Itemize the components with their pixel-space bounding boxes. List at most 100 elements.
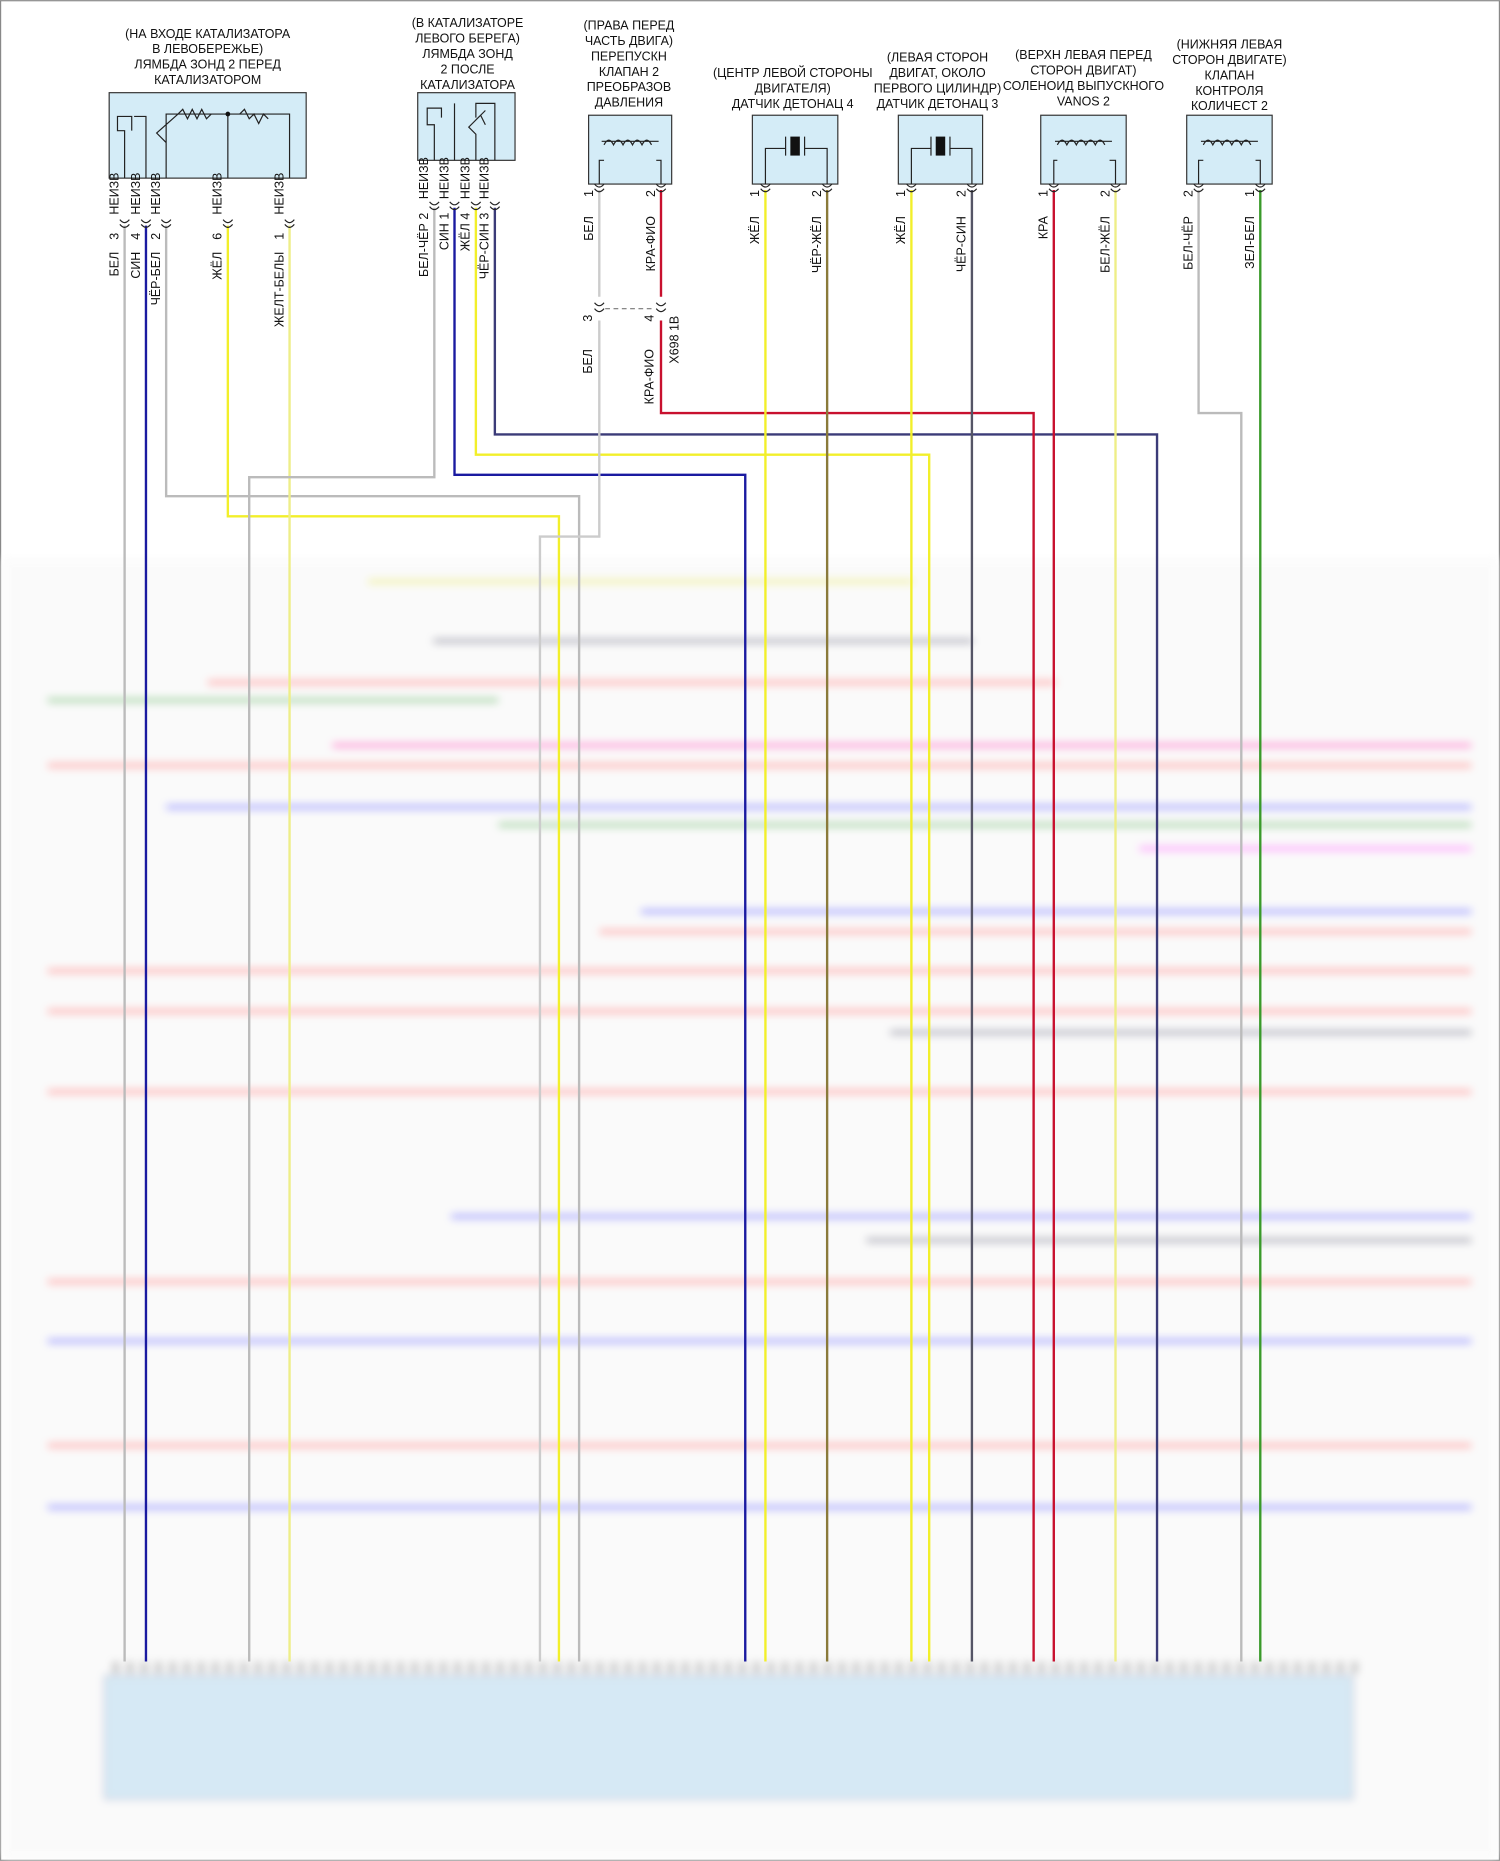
pin-stub <box>1351 1661 1358 1674</box>
pin-number: 3 <box>581 315 595 322</box>
pin-stub <box>326 1661 333 1674</box>
wire <box>226 225 561 1662</box>
pin-stub <box>482 1661 489 1674</box>
pin-number: 6 <box>211 233 225 240</box>
pin-number: 2 <box>810 190 824 197</box>
component-label: ПЕРВОГО ЦИЛИНДР) <box>874 81 1002 95</box>
pin-code: НЕИЗВ <box>107 173 121 215</box>
pin-symbol <box>449 201 460 211</box>
pin-stub <box>141 1661 148 1674</box>
component-label: (НИЖНЯЯ ЛЕВАЯ <box>1177 38 1283 52</box>
pin-stub <box>1109 1661 1116 1674</box>
pin-symbol <box>1193 183 1204 193</box>
pin-stub <box>867 1661 874 1674</box>
wire-color-label: ЧЁР-ЖЁЛ <box>810 216 824 273</box>
component-label: ЛЕВОГО БЕРЕГА) <box>415 32 520 46</box>
knock-crystal <box>935 136 946 156</box>
pin-stub <box>269 1661 276 1674</box>
pin-stub <box>1052 1661 1059 1674</box>
pin-stub <box>981 1661 988 1674</box>
wire-color-label: ЧЁР-СИН <box>955 216 969 272</box>
component-label: (ВЕРХН ЛЕВАЯ ПЕРЕД <box>1015 48 1152 62</box>
pin-symbol <box>1255 183 1266 193</box>
wire-color-label: ЖЁЛ <box>894 216 908 244</box>
pin-stub <box>1251 1661 1258 1674</box>
wire-color-label: КРА <box>1037 215 1051 239</box>
component-box <box>1040 114 1127 185</box>
pin-stub <box>397 1661 404 1674</box>
pin-stub <box>881 1661 888 1674</box>
pin-stub <box>1323 1661 1330 1674</box>
connector-name: X698 1B <box>668 316 682 364</box>
pin-stub <box>525 1661 532 1674</box>
wire-color-label: КРА-ФИО <box>643 349 657 405</box>
wire <box>164 225 581 1662</box>
pin-symbol <box>655 183 667 193</box>
pin-stub <box>853 1661 860 1674</box>
pin-number: 3 <box>478 213 492 220</box>
pin-symbol <box>489 201 501 211</box>
component-label: (ПРАВА ПЕРЕД <box>584 19 675 33</box>
component-label: (НА ВХОДЕ КАТАЛИЗАТОРА <box>125 27 291 41</box>
pin-stub <box>312 1661 319 1674</box>
pin-number: 1 <box>1037 190 1051 197</box>
pin-stub <box>112 1661 119 1674</box>
knock-crystal <box>790 136 800 156</box>
component-label: В ЛЕВОБЕРЕЖЬЕ) <box>152 42 263 56</box>
pin-number: 1 <box>894 190 908 197</box>
component-label: СТОРОН ДВИГАТ) <box>1030 64 1136 78</box>
coil-icon <box>598 139 662 185</box>
pin-stub <box>739 1661 746 1674</box>
pin-code: НЕИЗВ <box>211 173 225 215</box>
component-box <box>108 92 307 179</box>
pin-stub <box>1180 1661 1187 1674</box>
wire <box>1197 189 1243 1662</box>
pin-stub <box>1066 1661 1073 1674</box>
component-label: ЛЯМБДА ЗОНД <box>422 47 513 61</box>
wire <box>474 207 931 1662</box>
pin-code: НЕИЗВ <box>272 173 286 215</box>
wire-color-label: БЕЛ-ЖЁЛ <box>1098 216 1112 273</box>
pin-code: НЕИЗВ <box>478 157 492 199</box>
pin-stub <box>1123 1661 1130 1674</box>
component-box <box>417 92 516 161</box>
pin-stub <box>1337 1661 1344 1674</box>
component-label: ДВИГАТ, ОКОЛО <box>889 66 986 80</box>
wire-color-label: ЧЁР-СИН <box>478 223 492 279</box>
component-label: КЛАПАН <box>1205 68 1255 82</box>
wire-color-label: БЕЛ <box>581 349 595 374</box>
component-label: ЛЯМБДА ЗОНД 2 ПЕРЕД <box>134 58 281 72</box>
wire-color-label: БЕЛ-ЧЁР <box>1181 216 1195 270</box>
wire-color-label: ЧЁР-БЕЛ <box>149 252 163 306</box>
pin-number: 1 <box>437 213 451 220</box>
pin-stub <box>369 1661 375 1674</box>
pin-stub <box>1081 1661 1088 1674</box>
pin-stub <box>810 1661 817 1674</box>
pin-stub <box>155 1661 162 1674</box>
pin-stub <box>653 1661 660 1674</box>
pin-stub <box>1009 1661 1016 1674</box>
pin-symbol <box>160 219 172 228</box>
wire <box>248 207 436 1662</box>
pin-stub <box>554 1661 561 1674</box>
pin-stub <box>1195 1661 1201 1674</box>
pin-number: 4 <box>459 213 473 220</box>
pin-stub <box>1280 1661 1287 1674</box>
pin-stub <box>725 1661 732 1674</box>
pin-stub <box>952 1661 959 1674</box>
component-label: ЧАСТЬ ДВИГА) <box>585 34 673 48</box>
pin-stub <box>796 1661 803 1674</box>
wire-color-label: БЕЛ <box>107 252 121 277</box>
pin-stub <box>1138 1661 1144 1674</box>
pin-stub <box>596 1661 603 1674</box>
pin-stub <box>497 1661 504 1674</box>
sensor-icon <box>116 107 291 179</box>
component-label: СТОРОН ДВИГАТЕ) <box>1172 53 1286 67</box>
pin-symbol <box>1048 183 1060 193</box>
pin-symbol <box>966 183 978 193</box>
pin-stub <box>1209 1661 1216 1674</box>
pin-symbol <box>760 183 771 193</box>
coil-icon <box>1053 139 1117 185</box>
pin-symbol <box>821 183 833 193</box>
